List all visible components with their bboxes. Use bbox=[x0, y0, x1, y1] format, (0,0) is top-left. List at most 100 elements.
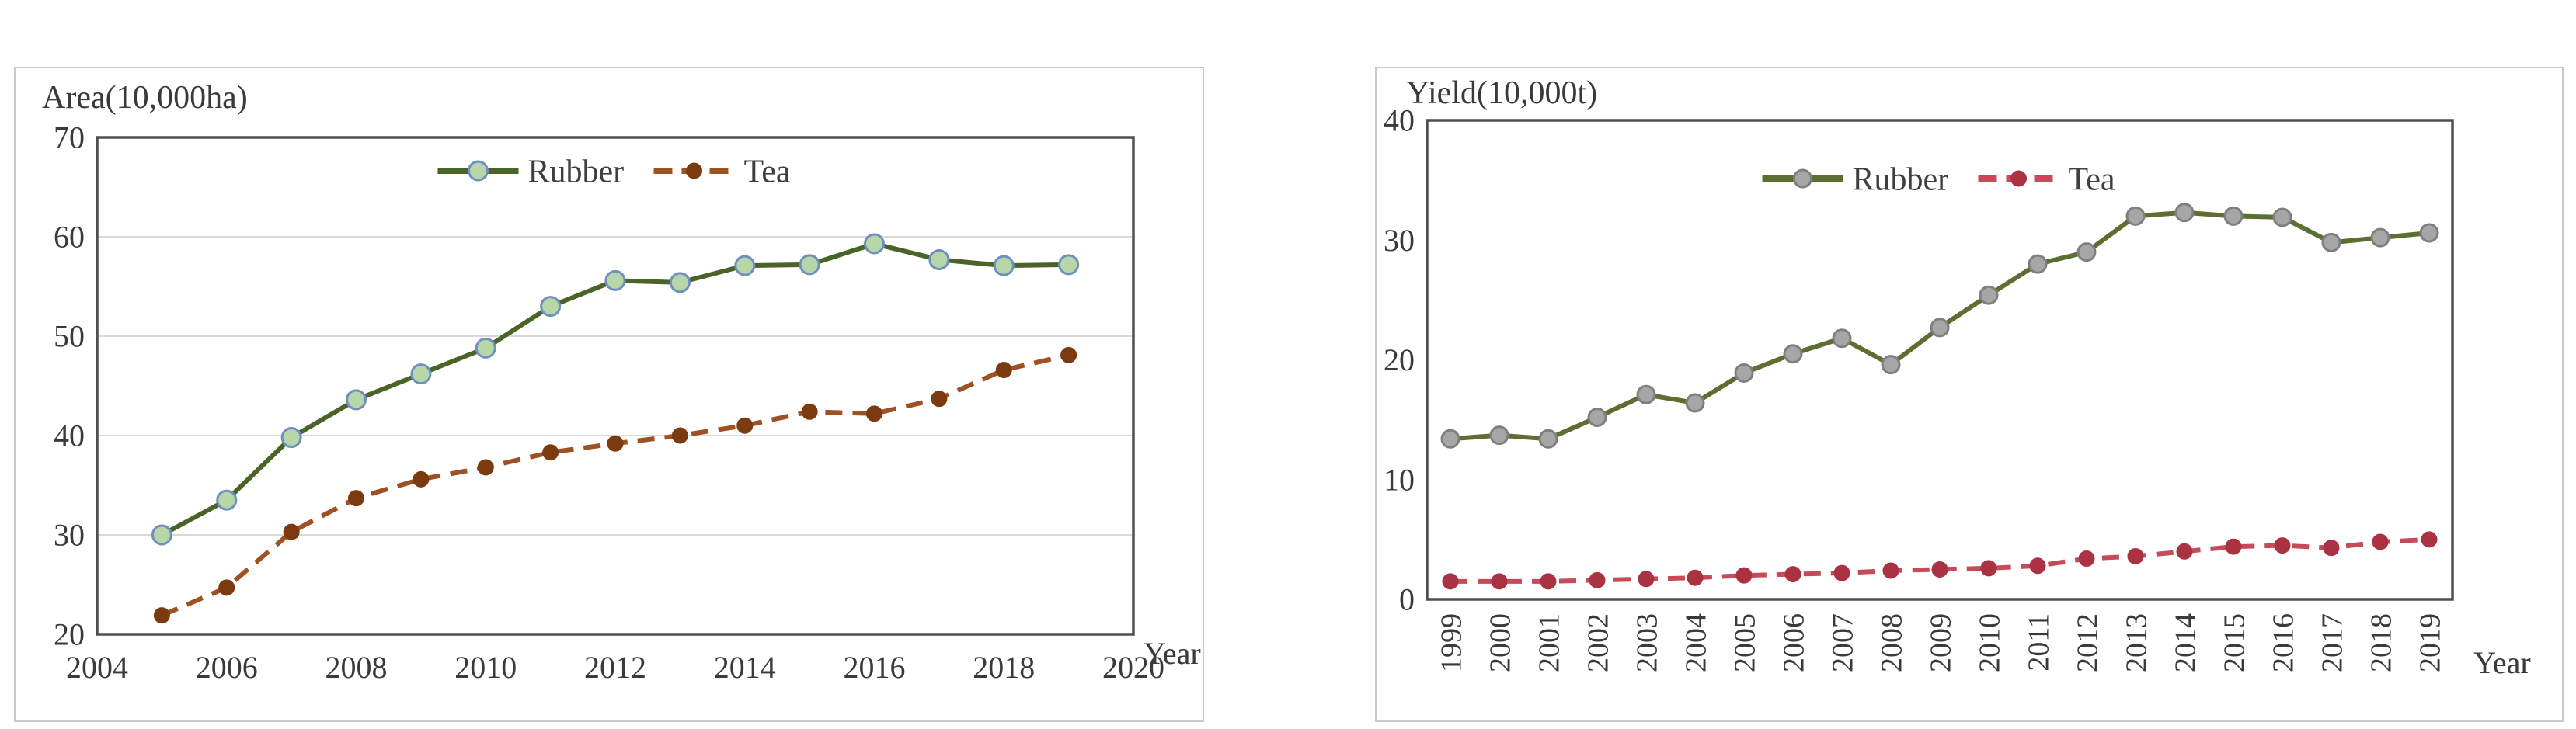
tea-marker-2006 bbox=[218, 579, 235, 596]
x-tick-label-2009: 2009 bbox=[1924, 613, 1957, 672]
tea-marker-2013 bbox=[671, 427, 688, 444]
rubber-marker-2010 bbox=[475, 337, 496, 359]
x-tick-label-2011: 2011 bbox=[2022, 613, 2055, 672]
x-tick-label-2010: 2010 bbox=[1973, 613, 2006, 672]
tea-marker-2004 bbox=[1687, 569, 1704, 586]
rubber-marker-2013 bbox=[669, 272, 691, 293]
x-tick-label-2013: 2013 bbox=[2120, 613, 2153, 672]
yield-chart-title: Yield(10,000t) bbox=[1406, 75, 1598, 111]
rubber-marker-2017 bbox=[2321, 232, 2341, 252]
rubber-marker-2015 bbox=[799, 254, 820, 276]
tea-marker-2010 bbox=[477, 459, 494, 476]
y-tick-label-20: 20 bbox=[54, 617, 85, 652]
rubber-marker-2004 bbox=[1685, 393, 1705, 413]
legend-label-rubber: Rubber bbox=[528, 154, 625, 190]
tea-marker-2018 bbox=[995, 362, 1012, 379]
tea-marker-2018 bbox=[2372, 533, 2389, 550]
tea-marker-2008 bbox=[348, 490, 364, 507]
series-rubber bbox=[151, 233, 1080, 546]
rubber-marker-2012 bbox=[2076, 242, 2097, 262]
tea-marker-2016 bbox=[866, 405, 882, 422]
y-tick-label-60: 60 bbox=[54, 220, 85, 255]
area-x-axis-unit-label: Year bbox=[1144, 636, 1201, 671]
x-tick-label-2000: 2000 bbox=[1484, 613, 1516, 672]
x-tick-label-2017: 2017 bbox=[2316, 613, 2348, 672]
x-tick-label-2006: 2006 bbox=[1777, 613, 1810, 672]
series-tea bbox=[1442, 531, 2438, 590]
rubber-marker-2002 bbox=[1587, 408, 1607, 428]
x-tick-label-2006: 2006 bbox=[196, 650, 258, 685]
rubber-marker-2006 bbox=[216, 489, 238, 511]
tea-marker-2007 bbox=[1833, 564, 1850, 581]
x-tick-label-2015: 2015 bbox=[2218, 613, 2251, 672]
tea-marker-2001 bbox=[1540, 573, 1557, 590]
tea-marker-2014 bbox=[2176, 543, 2193, 560]
rubber-marker-2018 bbox=[993, 255, 1015, 276]
rubber-marker-2017 bbox=[928, 248, 950, 270]
tea-marker-1999 bbox=[1442, 573, 1459, 590]
x-tick-label-1999: 1999 bbox=[1435, 613, 1467, 672]
legend-label-tea: Tea bbox=[744, 154, 791, 190]
rubber-marker-2003 bbox=[1636, 384, 1656, 404]
tea-marker-2017 bbox=[2323, 540, 2340, 557]
rubber-marker-2016 bbox=[864, 233, 885, 255]
area-chart-panel: Area(10,000ha) 20 30 40 50 60 70 2004 2006 2008 2… bbox=[14, 67, 1204, 722]
rubber-marker-2001 bbox=[1538, 429, 1558, 449]
rubber-marker-2015 bbox=[2223, 206, 2244, 226]
x-tick-label-2018: 2018 bbox=[973, 650, 1035, 685]
y-tick-label-40: 40 bbox=[54, 418, 85, 453]
rubber-marker-2010 bbox=[1979, 285, 1999, 305]
x-tick-label-2004: 2004 bbox=[1680, 613, 1712, 672]
rubber-marker-2013 bbox=[2125, 206, 2146, 226]
x-tick-label-2012: 2012 bbox=[2071, 613, 2104, 672]
rubber-marker-2018 bbox=[2370, 227, 2390, 248]
yield-chart-canvas: 0 10 20 30 40 1999 2000 2001 2002 2003 2004 2005 200… bbox=[1384, 103, 2454, 672]
area-chart-canvas: 20 30 40 50 60 70 2004 2006 2008 2010 2012 2014 2016… bbox=[54, 120, 1164, 685]
x-tick-label-2016: 2016 bbox=[2267, 613, 2299, 672]
tea-marker-2008 bbox=[1882, 562, 1899, 579]
y-tick-label-30: 30 bbox=[54, 518, 85, 553]
tea-marker-2011 bbox=[542, 444, 559, 461]
x-tick-label-2020: 2020 bbox=[1102, 650, 1164, 685]
y-tick-label-40: 40 bbox=[1384, 103, 1415, 138]
rubber-marker-2006 bbox=[1783, 344, 1803, 364]
x-tick-label-2018: 2018 bbox=[2365, 613, 2397, 672]
y-tick-label-10: 10 bbox=[1384, 462, 1415, 497]
rubber-marker-1999 bbox=[1440, 429, 1460, 449]
tea-marker-2015 bbox=[801, 403, 818, 420]
rubber-marker-2019 bbox=[2419, 223, 2439, 243]
legend-label-tea: Tea bbox=[2069, 162, 2115, 198]
rubber-marker-2009 bbox=[1930, 318, 1950, 338]
rubber-marker-2019 bbox=[1058, 254, 1080, 276]
legend: Rubber Tea bbox=[1762, 162, 2115, 198]
rubber-marker-2007 bbox=[1832, 328, 1852, 349]
x-tick-label-2004: 2004 bbox=[66, 650, 128, 685]
x-tick-label-2010: 2010 bbox=[454, 650, 517, 685]
rubber-marker-2005 bbox=[151, 524, 172, 546]
tea-marker-2017 bbox=[931, 391, 948, 408]
rubber-marker-2005 bbox=[1734, 363, 1754, 383]
x-tick-label-2008: 2008 bbox=[325, 650, 388, 685]
x-tick-label-2019: 2019 bbox=[2414, 613, 2446, 672]
tea-marker-2019 bbox=[1060, 346, 1077, 363]
x-tick-label-2008: 2008 bbox=[1875, 613, 1908, 672]
area-chart-title: Area(10,000ha) bbox=[42, 80, 248, 116]
y-tick-label-0: 0 bbox=[1399, 582, 1415, 617]
x-tick-label-2012: 2012 bbox=[584, 650, 646, 685]
tea-marker-2003 bbox=[1638, 571, 1655, 588]
x-tick-label-2016: 2016 bbox=[844, 650, 906, 685]
x-tick-label-2014: 2014 bbox=[714, 650, 776, 685]
rubber-marker-2011 bbox=[540, 296, 562, 318]
legend-sample-marker-tea bbox=[2010, 170, 2027, 187]
rubber-marker-2014 bbox=[2174, 203, 2195, 223]
rubber-marker-2016 bbox=[2272, 207, 2292, 227]
tea-marker-2012 bbox=[2078, 550, 2095, 568]
legend-sample-marker-rubber bbox=[468, 160, 489, 182]
tea-marker-2011 bbox=[2029, 557, 2046, 575]
tea-marker-2009 bbox=[1931, 561, 1948, 578]
tea-marker-2012 bbox=[607, 435, 624, 452]
rubber-marker-2009 bbox=[410, 363, 432, 385]
tea-marker-2016 bbox=[2274, 537, 2291, 554]
tea-marker-2007 bbox=[283, 523, 300, 540]
x-tick-label-2002: 2002 bbox=[1582, 613, 1614, 672]
